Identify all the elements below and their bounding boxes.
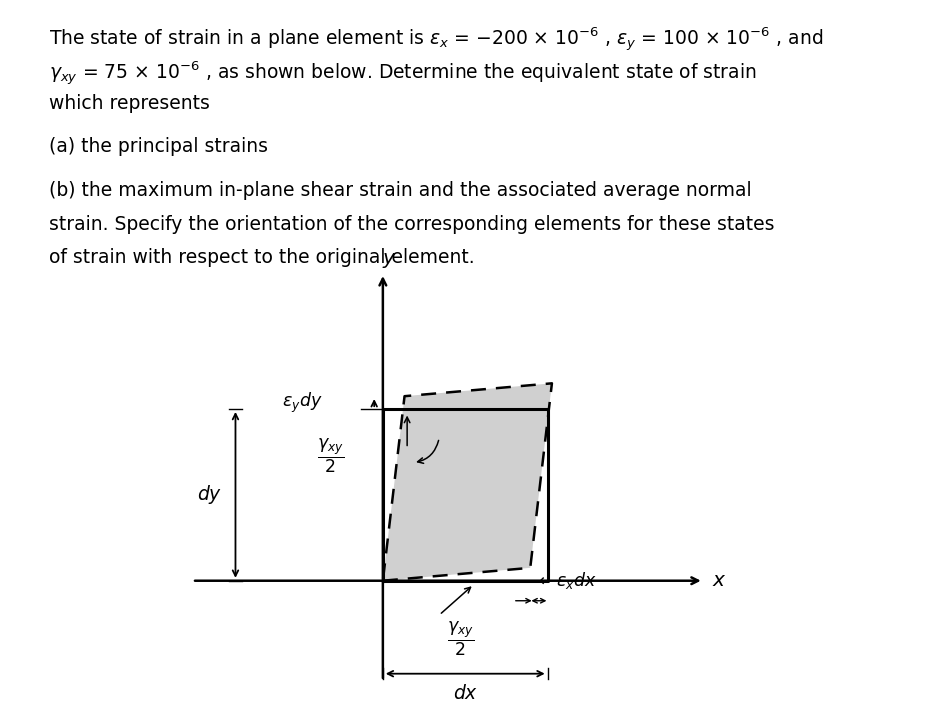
Text: $\leftarrow\epsilon_x dx$: $\leftarrow\epsilon_x dx$ xyxy=(534,570,597,591)
Text: The state of strain in a plane element is $\epsilon_x$ = $-$200 $\times$ 10$^{-6: The state of strain in a plane element i… xyxy=(49,27,824,55)
Text: $dx$: $dx$ xyxy=(453,684,477,704)
Text: (b) the maximum in-plane shear strain and the associated average normal: (b) the maximum in-plane shear strain an… xyxy=(49,181,752,200)
Text: $dy$: $dy$ xyxy=(197,483,222,506)
Text: $y$: $y$ xyxy=(382,251,397,269)
Text: of strain with respect to the original element.: of strain with respect to the original e… xyxy=(49,248,474,267)
Text: $\epsilon_y dy$: $\epsilon_y dy$ xyxy=(282,391,322,415)
Text: $\dfrac{\gamma_{xy}}{2}$: $\dfrac{\gamma_{xy}}{2}$ xyxy=(447,620,474,658)
Text: which represents: which represents xyxy=(49,93,210,113)
Text: strain. Specify the orientation of the corresponding elements for these states: strain. Specify the orientation of the c… xyxy=(49,215,774,233)
Text: $\dfrac{\gamma_{xy}}{2}$: $\dfrac{\gamma_{xy}}{2}$ xyxy=(317,437,344,475)
Polygon shape xyxy=(382,383,552,581)
Text: $x$: $x$ xyxy=(713,572,727,590)
Text: $\gamma_{xy}$ = 75 $\times$ 10$^{-6}$ , as shown below. Determine the equivalent: $\gamma_{xy}$ = 75 $\times$ 10$^{-6}$ , … xyxy=(49,60,756,88)
Text: (a) the principal strains: (a) the principal strains xyxy=(49,137,268,157)
